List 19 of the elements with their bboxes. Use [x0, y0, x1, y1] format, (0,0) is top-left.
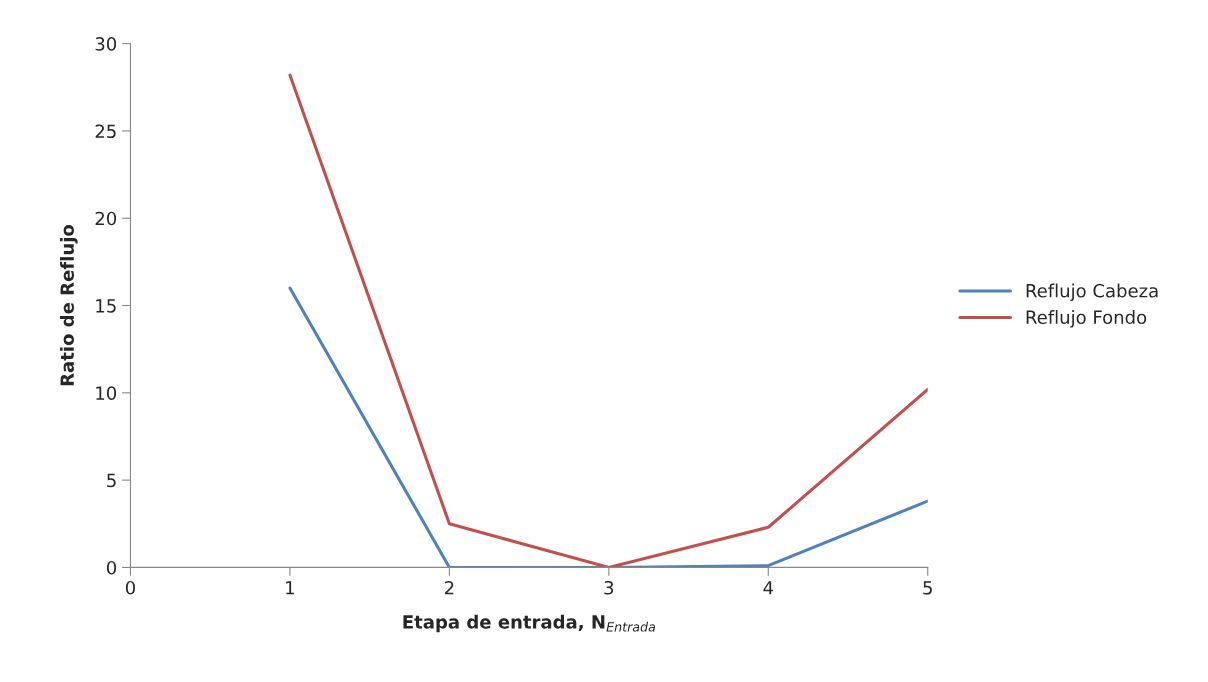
y-tick-label: 20 [95, 211, 117, 226]
y-tick-label: 0 [106, 560, 117, 575]
x-axis-title: Etapa de entrada, N$_{Entrada}$ [403, 614, 655, 633]
x-tick-label: 1 [286, 581, 294, 595]
x-tick-label: 0 [125, 580, 136, 595]
y-axis-title: Ratio de Reflujo [60, 224, 78, 386]
y-tick-label: 10 [96, 386, 117, 400]
legend-label: Reflujo Cabeza [1026, 283, 1158, 302]
y-tick-label: 30 [95, 37, 117, 51]
x-tick-label: 3 [604, 580, 614, 595]
x-tick-label: 5 [923, 581, 932, 595]
line-series [288, 286, 928, 568]
y-tick-label: 15 [96, 299, 116, 313]
line-series [288, 73, 928, 568]
legend-label: Reflujo Fondo [1026, 310, 1147, 328]
y-tick-label: 5 [107, 473, 116, 488]
x-tick-label: 2 [444, 580, 454, 595]
x-tick-label: 4 [763, 581, 774, 595]
y-tick-label: 25 [95, 124, 116, 139]
